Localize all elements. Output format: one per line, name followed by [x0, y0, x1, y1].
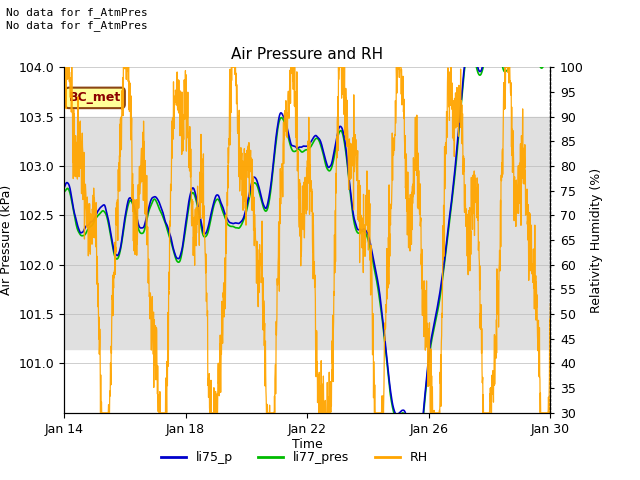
X-axis label: Time: Time [292, 438, 323, 451]
Title: Air Pressure and RH: Air Pressure and RH [231, 47, 383, 62]
Y-axis label: Air Pressure (kPa): Air Pressure (kPa) [0, 185, 13, 295]
Text: No data for f_AtmPres
No data for f_AtmPres: No data for f_AtmPres No data for f_AtmP… [6, 7, 148, 31]
Bar [64, 117, 550, 348]
Legend: li75_p, li77_pres, RH: li75_p, li77_pres, RH [156, 446, 433, 469]
Y-axis label: Relativity Humidity (%): Relativity Humidity (%) [589, 168, 602, 312]
Text: BC_met: BC_met [69, 91, 121, 104]
